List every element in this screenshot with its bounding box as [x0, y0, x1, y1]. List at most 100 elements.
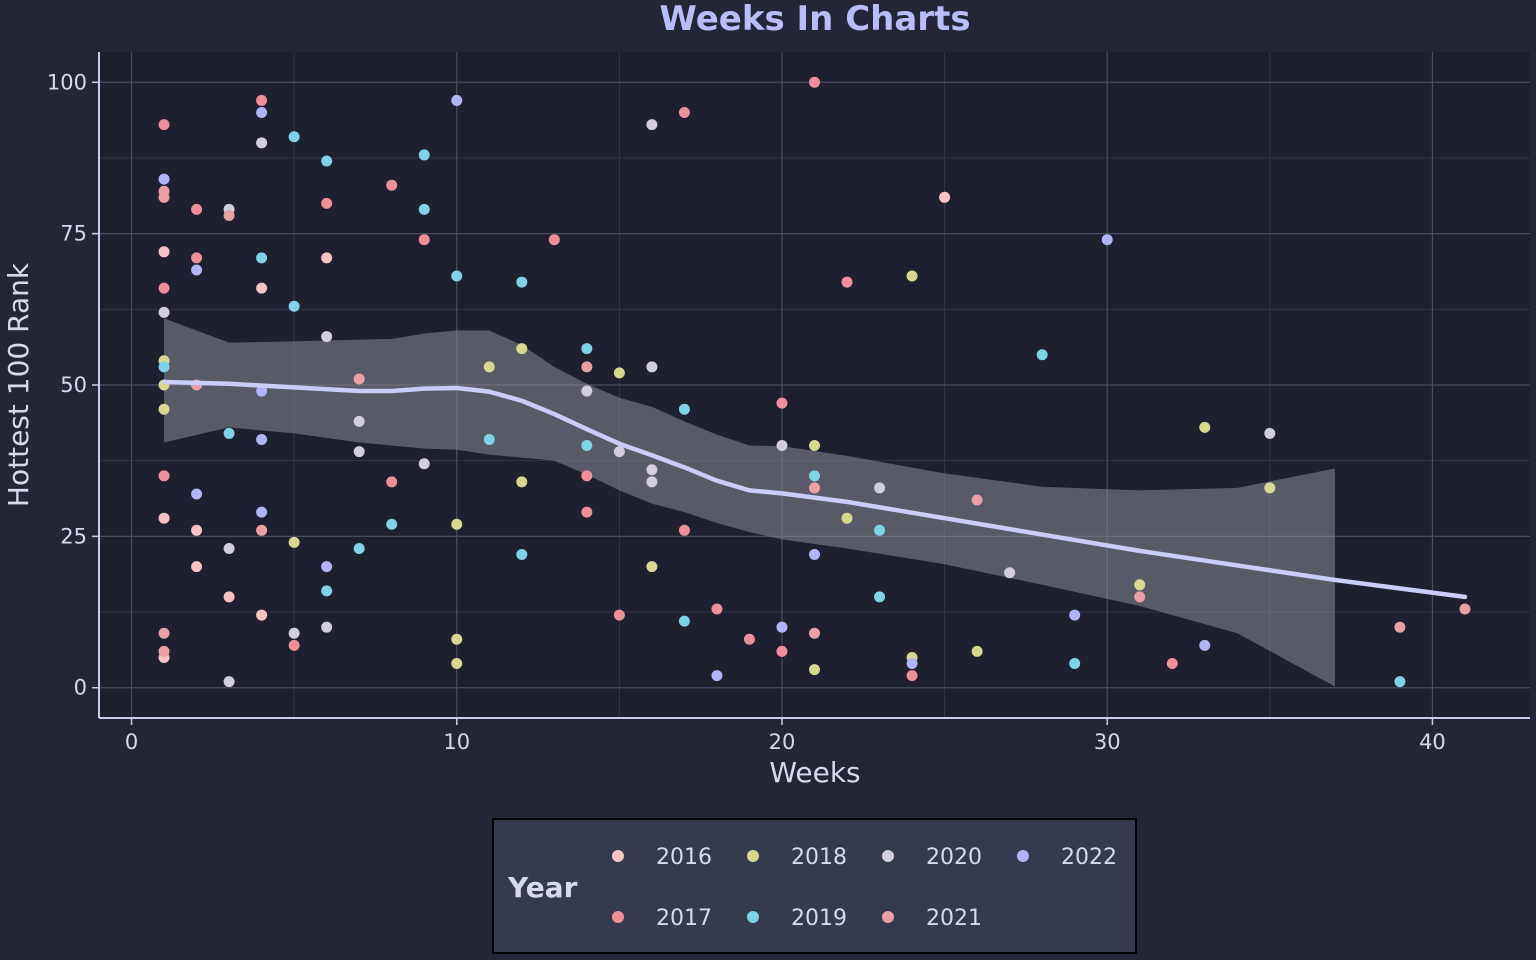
data-point-2021	[971, 494, 983, 506]
y-tick-label: 100	[47, 70, 87, 94]
data-point-2019	[256, 252, 268, 264]
legend-items: 2016 2017 2018 2019 2020 2021 2022	[612, 845, 1117, 931]
data-point-2019	[678, 403, 690, 415]
data-point-2018	[288, 536, 300, 548]
legend-label-2019: 2019	[791, 906, 847, 931]
y-tick-label: 75	[60, 222, 87, 246]
data-point-2018	[809, 440, 820, 452]
data-point-2019	[223, 427, 235, 439]
data-point-2020	[1264, 427, 1276, 439]
data-point-2021	[256, 524, 268, 536]
data-point-2021	[158, 645, 170, 657]
data-point-2020	[353, 446, 365, 458]
data-point-2018	[483, 361, 495, 373]
data-point-2021	[1459, 603, 1471, 615]
data-point-2017	[613, 609, 625, 621]
y-tick-label: 0	[74, 676, 87, 700]
legend-label-2017: 2017	[656, 906, 712, 931]
legend-marker-2016	[612, 850, 624, 862]
data-point-2021	[1134, 591, 1146, 603]
data-point-2017	[743, 633, 755, 645]
data-point-2021	[158, 191, 170, 203]
data-point-2019	[288, 300, 300, 312]
data-point-2018	[906, 270, 918, 282]
legend-marker-2020	[882, 850, 894, 862]
data-point-2017	[256, 94, 268, 106]
data-point-2016	[158, 512, 170, 524]
data-point-2017	[776, 397, 788, 409]
data-point-2019	[874, 524, 886, 536]
legend-label-2018: 2018	[791, 845, 847, 870]
x-tick-label: 20	[769, 730, 796, 754]
data-point-2019	[418, 149, 430, 161]
data-point-2017	[158, 470, 170, 482]
data-point-2020	[1004, 567, 1016, 579]
data-points	[158, 76, 1471, 688]
data-point-2022	[321, 561, 333, 573]
legend-label-2020: 2020	[926, 845, 982, 870]
data-point-2020	[418, 458, 430, 470]
legend-label-2022: 2022	[1061, 845, 1117, 870]
data-point-2018	[158, 403, 170, 415]
data-point-2018	[516, 343, 528, 355]
data-point-2019	[516, 549, 528, 561]
data-point-2016	[321, 252, 333, 264]
data-point-2017	[906, 670, 918, 682]
data-point-2018	[971, 645, 983, 657]
data-point-2019	[516, 276, 528, 288]
y-tick-label: 25	[60, 524, 87, 548]
y-axis-label: Hottest 100 Rank	[2, 262, 35, 507]
data-point-2021	[1394, 621, 1406, 633]
data-point-2018	[841, 512, 853, 524]
data-point-2022	[256, 433, 268, 445]
data-point-2016	[256, 282, 268, 294]
data-point-2018	[613, 367, 625, 379]
data-point-2020	[581, 385, 593, 397]
data-point-2022	[256, 506, 268, 518]
legend-marker-2017	[612, 911, 624, 923]
data-point-2020	[321, 621, 333, 633]
data-point-2019	[1069, 658, 1081, 670]
data-point-2016	[191, 561, 203, 573]
data-point-2019	[386, 518, 398, 530]
data-point-2022	[1101, 234, 1113, 246]
data-point-2016	[939, 191, 951, 203]
data-point-2018	[1134, 579, 1146, 591]
y-tick-label: 50	[60, 373, 87, 397]
data-point-2017	[776, 645, 788, 657]
data-point-2017	[711, 603, 723, 615]
x-tick-label: 40	[1419, 730, 1446, 754]
data-point-2017	[581, 506, 593, 518]
data-point-2018	[809, 664, 820, 676]
chart-title: Weeks In Charts	[659, 0, 970, 39]
data-point-2020	[288, 627, 300, 639]
data-point-2019	[158, 361, 170, 373]
data-point-2021	[158, 627, 170, 639]
data-point-2019	[581, 440, 593, 452]
x-axis-label: Weeks	[769, 756, 860, 789]
smooth-trend-line	[161, 379, 1468, 600]
data-point-2020	[256, 137, 268, 149]
data-point-2017	[321, 197, 333, 209]
data-point-2020	[646, 361, 658, 373]
data-point-2017	[191, 252, 203, 264]
data-point-2019	[483, 433, 495, 445]
data-point-2020	[613, 446, 625, 458]
data-point-2020	[646, 476, 658, 488]
data-point-2017	[678, 524, 690, 536]
data-point-2018	[646, 561, 658, 573]
data-point-2020	[223, 542, 235, 554]
data-point-2022	[906, 658, 918, 670]
data-point-2022	[1199, 639, 1211, 651]
legend-marker-2019	[747, 911, 759, 923]
legend-label-2016: 2016	[656, 845, 712, 870]
data-point-2017	[288, 639, 300, 651]
data-point-2022	[158, 173, 170, 185]
data-point-2018	[516, 476, 528, 488]
data-point-2017	[418, 234, 430, 246]
data-point-2017	[158, 282, 170, 294]
data-point-2022	[451, 94, 463, 106]
data-point-2017	[386, 476, 398, 488]
data-point-2019	[418, 203, 430, 215]
